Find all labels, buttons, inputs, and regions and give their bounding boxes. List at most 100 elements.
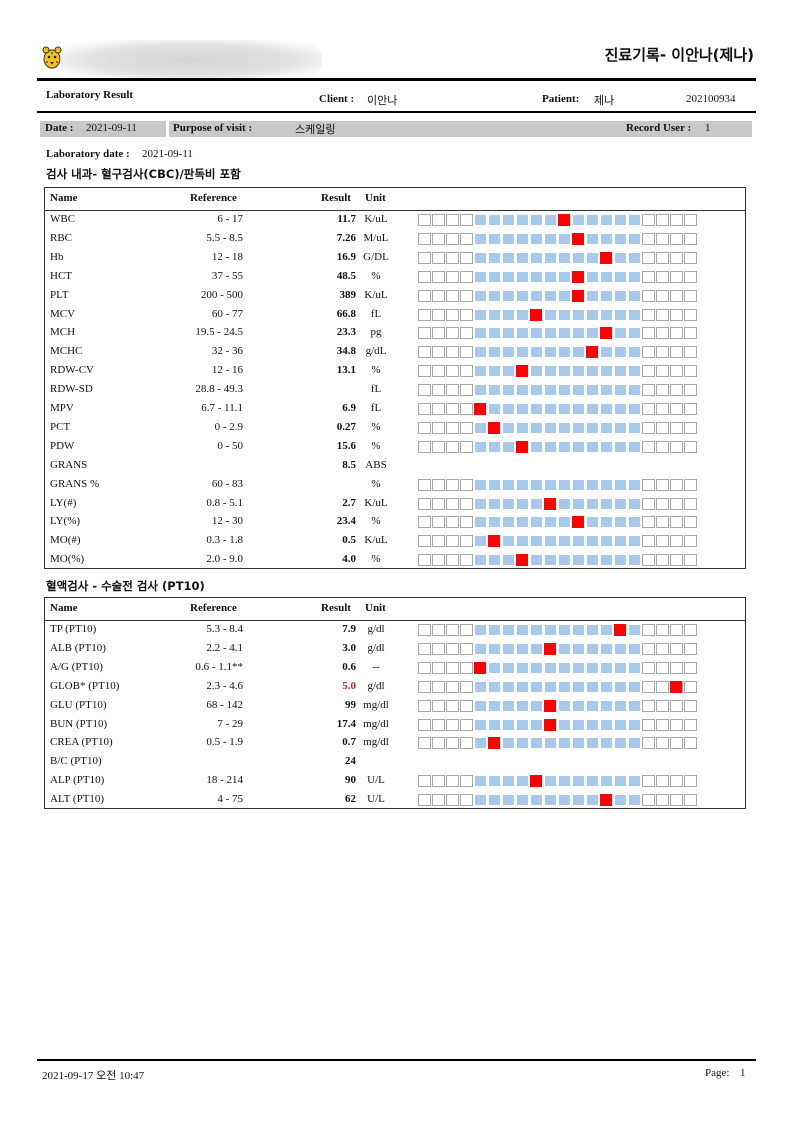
gauge-cell-out-range (642, 680, 655, 693)
reference-range: 5.3 - 8.4 (206, 623, 243, 635)
gauge-cell-in-range (544, 794, 557, 807)
gauge-cell-out-range (670, 251, 683, 264)
gauge-cell-in-range (586, 403, 599, 415)
gauge-cell-in-range (628, 384, 641, 397)
test-name: GRANS % (50, 477, 100, 490)
gauge-cell-out-range (684, 289, 697, 302)
gauge-cell-in-range (502, 384, 515, 397)
gauge-cell-out-range (656, 737, 669, 750)
gauge-cell-in-range (502, 289, 515, 302)
gauge-cell-in-range (516, 251, 529, 264)
gauge-cell-out-range (418, 478, 431, 491)
gauge-cell-out-range (656, 497, 669, 510)
gauge-cell-out-range (418, 327, 431, 340)
gauge-cell-out-range (418, 214, 431, 226)
gauge-cell-out-range (684, 661, 697, 674)
gauge-cell-in-range (586, 661, 599, 674)
gauge-cell-out-range (670, 365, 683, 378)
gauge-cell-in-range (586, 680, 599, 693)
reference-range: 37 - 55 (211, 269, 243, 282)
gauge-cell-out-range (656, 554, 669, 567)
gauge-cell-in-range (558, 270, 571, 283)
subheader-rule (37, 111, 756, 113)
gauge-cell-in-range (558, 680, 571, 693)
gauge-cell-in-range (614, 289, 627, 302)
gauge-cell-in-range (572, 384, 585, 397)
col-reference: Reference (190, 602, 237, 614)
gauge-cell-in-range (474, 624, 487, 636)
gauge-cell-in-range (600, 270, 613, 283)
gauge-cell-out-range (460, 214, 473, 226)
gauge-cell-in-range (474, 478, 487, 491)
gauge-cell-in-range (614, 554, 627, 567)
gauge-cell-in-range (530, 642, 543, 655)
gauge-cell-out-range (460, 440, 473, 453)
result-value: 8.5 (342, 458, 356, 471)
range-gauge (418, 327, 699, 340)
unit: mg/dl (363, 736, 389, 749)
range-gauge (418, 516, 699, 529)
gauge-cell-in-range (586, 232, 599, 245)
gauge-cell-out-range (684, 421, 697, 434)
table-row: B/C (PT10) 24 (45, 752, 745, 771)
range-gauge (418, 421, 699, 434)
gauge-cell-in-range (474, 642, 487, 655)
gauge-cell-out-range (446, 794, 459, 807)
gauge-cell-in-range (628, 289, 641, 302)
result-marker (572, 232, 584, 245)
gauge-cell-out-range (670, 384, 683, 397)
gauge-cell-out-range (656, 478, 669, 491)
unit: U/L (367, 774, 385, 787)
table-header: Name Reference Result Unit (45, 188, 745, 211)
col-unit: Unit (365, 192, 386, 204)
gauge-cell-out-range (460, 775, 473, 788)
gauge-cell-out-range (460, 497, 473, 510)
gauge-cell-out-range (656, 535, 669, 548)
gauge-cell-out-range (418, 624, 431, 636)
gauge-cell-out-range (642, 384, 655, 397)
range-gauge (418, 308, 699, 321)
test-name: RBC (50, 231, 73, 244)
unit: mg/dl (363, 698, 389, 711)
gauge-cell-in-range (628, 478, 641, 491)
gauge-cell-out-range (642, 516, 655, 529)
gauge-cell-in-range (572, 403, 585, 415)
gauge-cell-out-range (460, 308, 473, 321)
gauge-cell-in-range (474, 497, 487, 510)
gauge-cell-in-range (586, 737, 599, 750)
gauge-cell-in-range (586, 699, 599, 712)
gauge-cell-out-range (432, 535, 445, 548)
gauge-cell-out-range (642, 478, 655, 491)
range-gauge (418, 251, 699, 264)
gauge-cell-out-range (684, 624, 697, 636)
test-name: CREA (PT10) (50, 736, 113, 749)
gauge-cell-in-range (600, 308, 613, 321)
table-row: ALB (PT10) 2.2 - 4.1 3.0 g/dl (45, 639, 745, 658)
gauge-cell-out-range (446, 535, 459, 548)
reference-range: 0.5 - 1.9 (206, 736, 243, 749)
gauge-cell-in-range (502, 535, 515, 548)
gauge-cell-in-range (474, 289, 487, 302)
gauge-cell-in-range (530, 403, 543, 415)
reference-range: 0.8 - 5.1 (206, 496, 243, 509)
reference-range: 5.5 - 8.5 (206, 231, 243, 244)
test-name: LY(#) (50, 496, 77, 509)
gauge-cell-in-range (502, 478, 515, 491)
gauge-cell-in-range (516, 346, 529, 359)
gauge-cell-in-range (544, 737, 557, 750)
gauge-cell-in-range (516, 497, 529, 510)
gauge-cell-out-range (446, 497, 459, 510)
unit: % (371, 269, 381, 282)
gauge-cell-out-range (418, 403, 431, 415)
date-value: 2021-09-11 (86, 122, 137, 134)
gauge-cell-out-range (432, 308, 445, 321)
footer-rule (37, 1059, 756, 1061)
range-gauge (418, 554, 699, 567)
gauge-cell-in-range (558, 737, 571, 750)
gauge-cell-in-range (474, 308, 487, 321)
gauge-cell-in-range (516, 642, 529, 655)
gauge-cell-in-range (544, 478, 557, 491)
gauge-cell-in-range (488, 642, 501, 655)
gauge-cell-out-range (446, 384, 459, 397)
redacted-clinic-name (60, 40, 322, 80)
